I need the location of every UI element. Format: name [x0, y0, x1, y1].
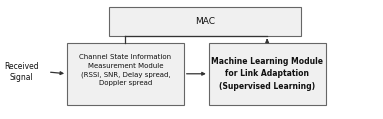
Bar	[209, 43, 326, 105]
Text: Received
Signal: Received Signal	[4, 62, 38, 82]
Text: Channel State Information
Measurement Module
(RSSI, SNR, Delay spread,
Doppler s: Channel State Information Measurement Mo…	[79, 54, 172, 86]
Text: Machine Learning Module
for Link Adaptation
(Supervised Learning): Machine Learning Module for Link Adaptat…	[211, 57, 323, 91]
Bar	[109, 7, 301, 36]
Text: MAC: MAC	[195, 17, 215, 26]
Bar	[67, 43, 184, 105]
